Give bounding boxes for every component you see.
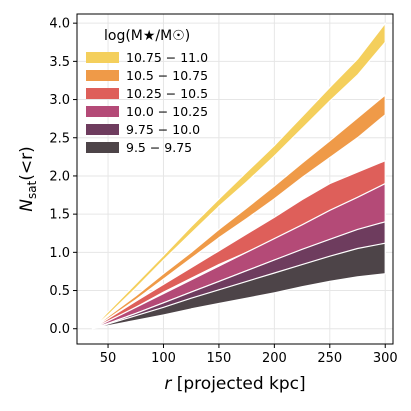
- legend-swatch: [86, 124, 119, 135]
- legend-title: log(M★/M☉): [104, 28, 190, 44]
- y-tick-label: 4.0: [49, 17, 70, 32]
- legend-label: 10.5 − 10.75: [126, 68, 208, 83]
- legend-label: 10.0 − 10.25: [126, 104, 208, 119]
- band-series: [91, 22, 386, 330]
- legend-swatch: [86, 106, 119, 117]
- legend: log(M★/M☉) 10.75 − 11.0 10.5 − 10.75 10.25 …: [86, 28, 208, 155]
- legend-swatch: [86, 142, 119, 153]
- y-tick-label: 0.0: [49, 322, 70, 337]
- legend-label: 9.75 − 10.0: [126, 122, 200, 137]
- bands: [91, 22, 386, 330]
- y-tick-label: 3.0: [49, 93, 70, 108]
- plot-frame: [76, 13, 394, 345]
- y-tick-label: 0.5: [49, 284, 70, 299]
- y-axis-label-var: N: [17, 199, 37, 212]
- y-axis-label: Nsat(<r): [17, 146, 39, 212]
- x-tick-label: 100: [151, 351, 176, 366]
- legend-swatch: [86, 88, 119, 99]
- x-tick-label: 250: [317, 351, 342, 366]
- legend-label: 10.25 − 10.5: [126, 86, 208, 101]
- x-axis-label-rest: [projected kpc]: [171, 374, 305, 394]
- x-tick-label: 200: [262, 351, 287, 366]
- y-axis-label-sub: sat: [25, 180, 39, 199]
- x-tick-label: 150: [207, 351, 232, 366]
- y-tick-label: 2.5: [49, 131, 70, 146]
- y-tick-label: 2.0: [49, 169, 70, 184]
- x-axis-label-var: r: [164, 374, 172, 394]
- y-tick-label: 1.0: [49, 246, 70, 261]
- band-series: [91, 94, 386, 330]
- legend-label: 9.5 − 9.75: [126, 140, 192, 155]
- band-series: [91, 160, 386, 330]
- y-tick-label: 3.5: [49, 55, 70, 70]
- y-axis-label-rest: (<r): [17, 146, 37, 181]
- x-tick-label: 50: [100, 351, 117, 366]
- legend-label: 10.75 − 11.0: [126, 50, 208, 65]
- legend-swatch: [86, 52, 119, 63]
- x-axis-label: r [projected kpc]: [164, 374, 305, 394]
- ticks: 50 100 150 200 250 300 0.0 0.5 1.0 1.5 2.0 2.5 3.0 3.…: [49, 17, 397, 366]
- y-tick-label: 1.5: [49, 208, 70, 223]
- x-tick-label: 300: [373, 351, 398, 366]
- legend-swatch: [86, 70, 119, 81]
- band-series: [91, 242, 386, 330]
